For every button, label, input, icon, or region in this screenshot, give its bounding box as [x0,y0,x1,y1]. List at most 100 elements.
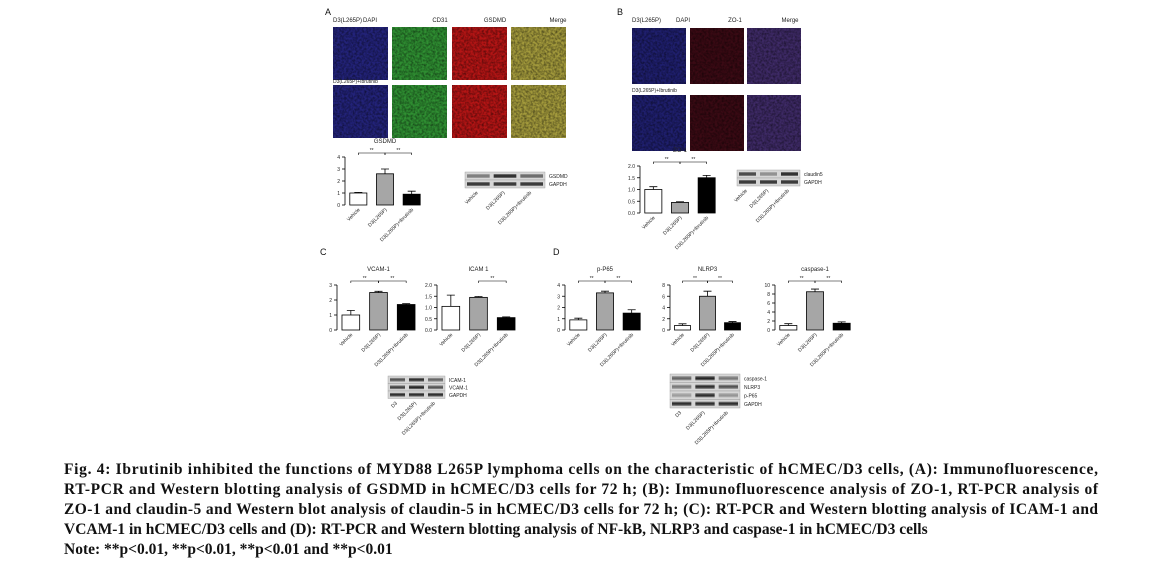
y-tick-label: 3 [557,294,560,300]
y-tick-label: 1.5 [425,294,432,300]
micrograph-texture [511,85,566,138]
significance-bracket [604,280,632,283]
blot-lane-label: D3 [674,410,683,419]
bar [402,193,421,206]
blot-band [672,393,692,398]
y-tick-label: 0 [329,328,332,334]
y-tick-label: 1 [557,317,560,323]
bar [369,292,388,331]
blot-label: ICAM-1 [449,378,466,384]
significance-label: ** [826,276,830,282]
significance-bracket [707,280,733,283]
significance-label: ** [396,148,400,154]
error-bar [703,290,712,297]
y-tick-label: 8 [767,292,770,298]
y-tick-label: 0.0 [425,328,432,334]
blot-band [428,385,443,390]
y-tick-label: 0.5 [628,199,635,205]
micrograph-texture [632,95,686,151]
blot-band [672,376,692,381]
caption-line: RT-PCR and Western blotting analysis of … [64,481,1099,498]
bar [674,325,691,331]
bar [341,314,361,331]
image-column-label: GSDMD [484,18,507,24]
error-bar [678,323,687,326]
error-bar [811,288,819,292]
blot-band [467,182,490,186]
y-tick-label: 0 [337,203,340,209]
blot-band [672,401,692,406]
micrograph-texture [452,85,507,138]
y-tick-label: 6 [767,301,770,307]
y-tick-label: 10 [764,283,770,289]
image-row-label: D3(L265P)+Ibrutinib [632,88,677,94]
micrograph-texture [333,27,388,80]
error-bar [784,323,793,326]
blot-band [739,172,756,176]
significance-label: ** [390,276,394,282]
error-bar [728,321,737,323]
micrograph-texture [747,28,801,84]
caption-line: ZO-1 and claudin-5 and Western blot anal… [64,501,1098,518]
error-bar [676,201,684,203]
panel-label: C [320,247,327,257]
error-bar [407,190,416,195]
blot-band [672,384,692,389]
significance-bracket [384,152,412,155]
blot-band [390,385,405,390]
significance-label: ** [800,276,804,282]
chart-title: GSDMD [374,139,397,145]
y-tick-label: 4 [767,310,770,316]
y-tick-label: 1 [329,313,332,319]
chart-title: p-P65 [597,267,614,273]
significance-label: ** [718,276,722,282]
error-bar [402,303,411,305]
blot-band [390,377,405,382]
bar [697,177,716,214]
significance-bracket [679,161,707,164]
bar [376,173,394,206]
error-bar [574,317,583,320]
micrograph-texture [632,28,686,84]
blot-band [409,392,424,397]
blot-band [718,401,738,406]
panel-label: D [553,247,560,257]
image-row-label: D3(L265P) [632,18,661,24]
bar [671,202,689,214]
y-tick-label: 4 [337,155,340,161]
blot-band [428,392,443,397]
blot-band [409,377,424,382]
chart-title: ICAM 1 [468,267,489,273]
chart-title: VCAM-1 [367,267,390,273]
y-tick-label: 0.0 [628,211,635,217]
y-tick-label: 2 [337,179,340,185]
blot-label: GAPDH [549,182,567,188]
blot-band [695,393,715,398]
bar [596,292,614,331]
y-tick-label: 6 [662,294,665,300]
blot-lane-label: D3 [390,401,399,410]
y-tick-label: 2 [329,298,332,304]
bar [779,325,798,331]
chart-title: NLRP3 [698,267,718,273]
bar [832,322,851,331]
y-tick-label: 0 [557,328,560,334]
y-tick-label: 8 [662,283,665,289]
micrograph-texture [392,27,447,80]
y-tick-label: 2 [662,317,665,323]
blot-band [520,182,543,186]
error-bar [837,321,846,324]
bar [622,312,641,331]
blot-label: NLRP3 [744,385,760,391]
image-column-label: CD31 [432,18,448,24]
blot-band [695,401,715,406]
significance-label: ** [490,276,494,282]
bar [469,296,488,331]
blot-label: GAPDH [744,402,762,408]
y-tick-label: 0 [662,328,665,334]
blot-label: GAPDH [449,393,467,399]
micrograph-texture [690,28,744,84]
error-bar [702,175,711,178]
blot-band [409,385,424,390]
